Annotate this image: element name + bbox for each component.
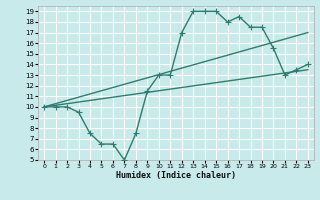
X-axis label: Humidex (Indice chaleur): Humidex (Indice chaleur) xyxy=(116,171,236,180)
